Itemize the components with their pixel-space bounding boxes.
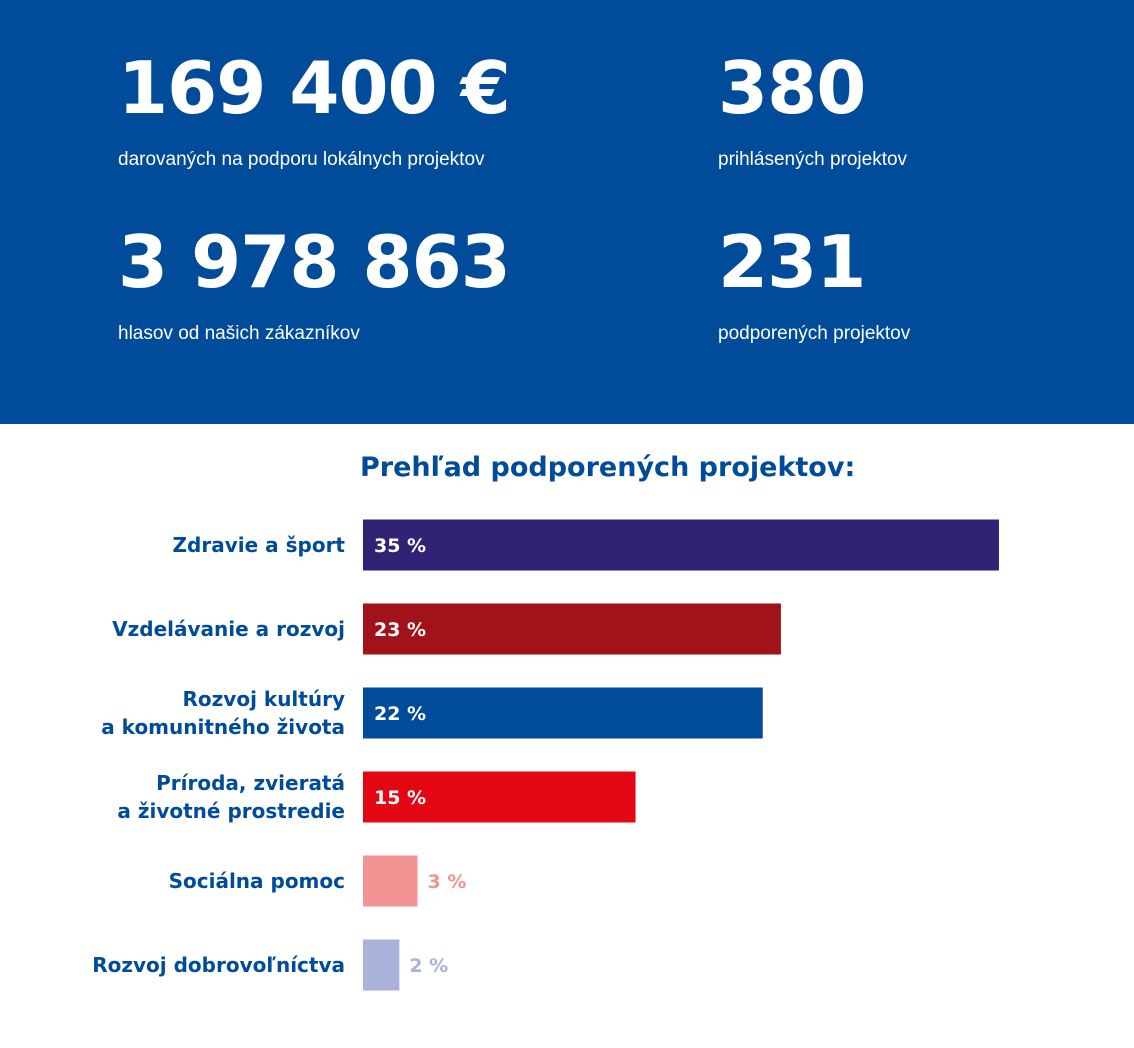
value-label: 15 % [374,787,426,809]
category-label: Rozvoj kultúry a komunitného života [101,687,345,739]
stat-label: darovaných na podporu lokálnych projekto… [118,149,485,170]
stat-value: 380 [718,46,866,130]
stat-submitted-projects: 380 prihlásených projektov [718,46,907,171]
value-label: 22 % [374,703,426,725]
bar [363,603,781,655]
stat-label: hlasov od našich zákazníkov [118,323,360,344]
stats-panel: 169 400 € darovaných na podporu lokálnyc… [0,0,1134,424]
category-label: Zdravie a šport [173,533,346,557]
stat-votes: 3 978 863 hlasov od našich zákazníkov [118,220,511,345]
category-label-line: Rozvoj kultúry [183,687,345,711]
category-label-line: Vzdelávanie a rozvoj [112,617,345,641]
category-label: Vzdelávanie a rozvoj [112,617,345,641]
category-label: Príroda, zvieratá a životné prostredie [117,771,345,823]
value-label: 35 % [374,535,426,557]
bar-row-socialna-pomoc: Sociálna pomoc 3 % [169,855,467,907]
stat-label: podporených projektov [718,323,911,344]
category-label-line: Zdravie a šport [173,533,346,557]
stat-value: 169 400 € [118,46,511,130]
stat-value: 3 978 863 [118,220,511,304]
bar-row-vzdelavanie-a-rozvoj: Vzdelávanie a rozvoj 23 % [112,603,781,655]
value-label: 23 % [374,619,426,641]
bar [363,687,763,739]
category-label-line: Príroda, zvieratá [156,771,345,795]
bar [363,519,999,571]
value-label: 3 % [428,871,467,893]
bar-row-priroda-zvierata-a-zivotne-prostredie: Príroda, zvieratá a životné prostredie 15 … [117,771,636,823]
category-label-line: Rozvoj dobrovoľníctva [92,953,345,977]
value-label: 2 % [409,955,448,977]
stat-donated: 169 400 € darovaných na podporu lokálnyc… [118,46,511,171]
bar [363,771,636,823]
bar-row-rozvoj-kultury-a-komunitneho-zivota: Rozvoj kultúry a komunitného života 22 % [101,687,763,739]
category-label: Sociálna pomoc [169,869,345,893]
category-label-line: a komunitného života [101,715,345,739]
category-label-line: a životné prostredie [117,799,345,823]
bar-chart: Zdravie a šport 35 % Vzdelávanie a rozvoj 2… [92,519,999,991]
bar [363,939,400,991]
bar-row-rozvoj-dobrovolnictva: Rozvoj dobrovoľníctva 2 % [92,939,448,991]
stat-label: prihlásených projektov [718,149,908,170]
bar [363,855,418,907]
category-label-line: Sociálna pomoc [169,869,345,893]
chart-title: Prehľad podporených projektov: [360,452,856,483]
stat-supported-projects: 231 podporených projektov [718,220,910,345]
stat-value: 231 [718,220,866,304]
bar-row-zdravie-a-sport: Zdravie a šport 35 % [173,519,999,571]
category-label: Rozvoj dobrovoľníctva [92,953,345,977]
